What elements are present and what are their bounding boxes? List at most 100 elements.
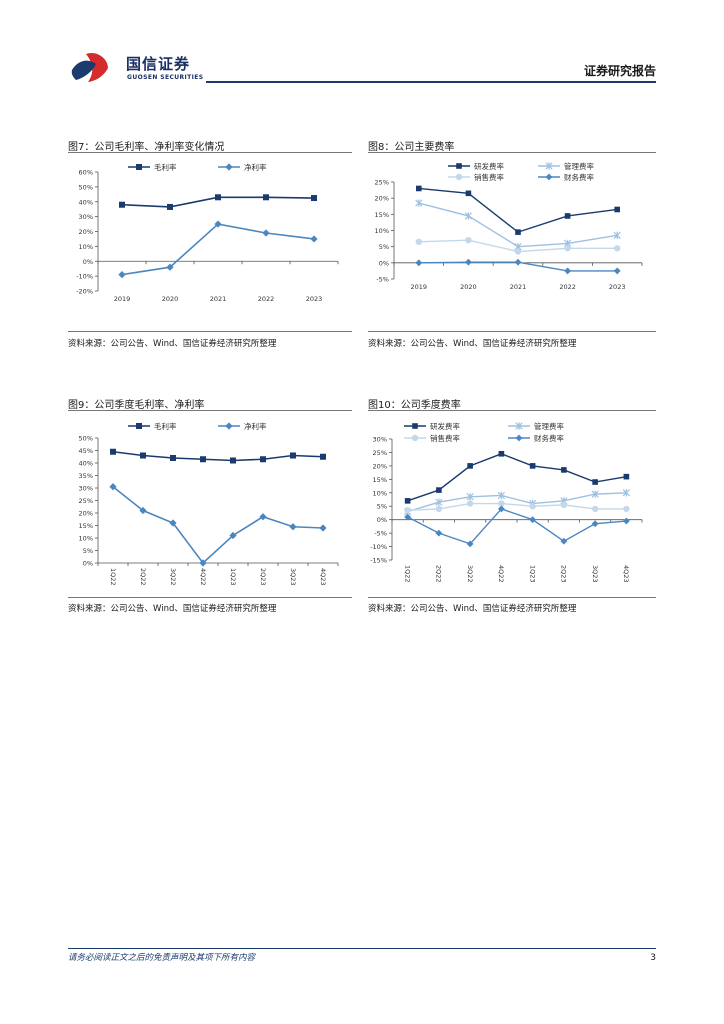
- series-line: [112, 450, 324, 462]
- data-point: [613, 231, 621, 240]
- y-tick-label: -20%: [76, 288, 93, 296]
- data-point: [529, 503, 536, 510]
- y-tick-label: 15%: [373, 476, 387, 484]
- data-point: [466, 493, 474, 501]
- y-tick-label: 20%: [373, 462, 387, 470]
- data-point: [118, 271, 126, 279]
- data-point: [614, 245, 621, 252]
- data-point: [623, 473, 630, 480]
- data-point: [564, 267, 571, 275]
- x-tick-label: 2Q22: [435, 565, 443, 583]
- y-tick-label: 25%: [79, 497, 93, 505]
- figure-10-bottom-rule: [368, 597, 656, 598]
- y-tick-label: 0%: [83, 258, 93, 266]
- data-point: [311, 195, 317, 202]
- data-point: [110, 448, 116, 455]
- data-point: [415, 259, 423, 267]
- series-line: [407, 508, 627, 545]
- data-point: [290, 452, 296, 459]
- data-point: [591, 520, 599, 528]
- logo-red-shape: [86, 52, 108, 82]
- data-point: [529, 463, 536, 469]
- y-tick-label: 15%: [375, 211, 389, 219]
- x-tick-label: 4Q22: [497, 565, 505, 583]
- x-tick-label: 1Q22: [403, 565, 411, 583]
- data-point: [622, 489, 630, 497]
- x-tick-label: 2Q22: [139, 568, 147, 586]
- legend-label: 管理费率: [564, 161, 594, 171]
- page-number: 3: [650, 953, 656, 963]
- data-point: [229, 531, 237, 540]
- x-tick-label: 3Q22: [466, 565, 474, 583]
- x-tick-label: 3Q23: [289, 568, 297, 586]
- y-tick-label: 15%: [79, 522, 93, 530]
- legend-label: 销售费率: [430, 433, 460, 443]
- data-point: [215, 194, 221, 201]
- figure-10-top-rule: [368, 410, 656, 411]
- data-point: [466, 540, 474, 548]
- data-point: [435, 529, 443, 537]
- data-point: [622, 517, 630, 525]
- y-tick-label: 5%: [83, 547, 93, 555]
- data-point: [169, 519, 177, 527]
- data-point: [404, 498, 411, 504]
- data-point: [464, 212, 473, 220]
- legend-marker: [136, 423, 142, 429]
- legend-marker: [225, 163, 233, 171]
- y-tick-label: 45%: [79, 447, 93, 455]
- legend-marker: [456, 163, 462, 169]
- data-point: [592, 479, 598, 485]
- data-point: [514, 248, 522, 255]
- data-point: [466, 500, 474, 507]
- y-tick-label: 30%: [79, 485, 93, 493]
- data-point: [435, 505, 443, 513]
- data-point: [623, 505, 630, 513]
- series-line: [407, 502, 627, 511]
- figure-8-top-rule: [368, 152, 656, 153]
- y-tick-label: -10%: [370, 543, 387, 551]
- report-type: 证券研究报告: [583, 64, 656, 78]
- data-point: [613, 267, 621, 275]
- data-point: [560, 501, 568, 509]
- figure-7-title: 图7：公司毛利率、净利率变化情况: [68, 142, 225, 153]
- data-point: [435, 498, 443, 506]
- data-point: [465, 237, 472, 244]
- data-point: [467, 463, 473, 469]
- y-tick-label: 5%: [377, 503, 387, 511]
- data-point: [465, 190, 472, 197]
- x-tick-label: 1Q22: [109, 568, 117, 586]
- data-point: [139, 506, 147, 515]
- x-tick-label: 4Q23: [319, 568, 327, 586]
- y-tick-label: 20%: [79, 510, 93, 518]
- data-point: [498, 500, 505, 507]
- data-point: [199, 559, 207, 567]
- y-tick-label: 25%: [373, 449, 387, 457]
- legend-label: 研发费率: [474, 161, 504, 171]
- data-point: [529, 516, 537, 524]
- x-tick-label: 2Q23: [259, 568, 267, 586]
- x-tick-label: 2020: [460, 283, 477, 291]
- figure-7-chart: -20% -10% 0% 10% 20% 30% 40% 50% 60% 2019 2020 2021…: [76, 162, 339, 303]
- x-tick-label: 2021: [210, 295, 227, 303]
- figure-7-bottom-rule: [68, 331, 352, 332]
- y-tick-label: -5%: [374, 530, 387, 538]
- series-line: [418, 202, 618, 248]
- y-tick-label: 10%: [79, 243, 93, 251]
- data-point: [591, 505, 599, 513]
- x-tick-label: 2021: [510, 283, 527, 291]
- data-point: [310, 235, 318, 243]
- x-tick-label: 3Q23: [591, 565, 599, 583]
- data-point: [263, 194, 269, 201]
- y-tick-label: 50%: [79, 183, 93, 191]
- figure-9-chart: 0% 5% 10% 15% 20% 25% 30% 35% 40% 45% 50% 1Q22 2Q22 3…: [79, 421, 339, 586]
- data-point: [564, 245, 571, 252]
- x-tick-label: 2020: [162, 295, 179, 303]
- figure-10-chart: -15% -10% -5% 0% 5% 10% 15% 20% 25% 30% 1Q22 2Q22 3Q…: [370, 421, 643, 583]
- data-point: [498, 450, 505, 457]
- data-point: [416, 185, 422, 192]
- x-tick-label: 1Q23: [229, 568, 237, 586]
- data-point: [214, 220, 222, 228]
- x-tick-label: 2023: [609, 283, 626, 291]
- data-point: [415, 199, 423, 207]
- x-tick-label: 4Q23: [622, 565, 630, 583]
